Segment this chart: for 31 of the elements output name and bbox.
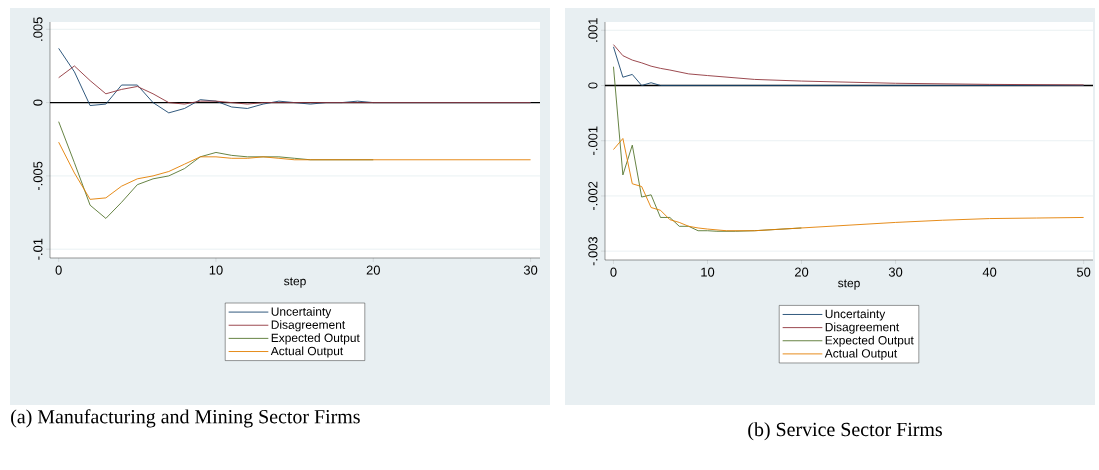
x-tick-label: 20 [794,267,809,277]
y-tick-label: -.005 [33,161,43,191]
legend-label: Actual Output [824,348,898,360]
y-tick-label: -.003 [588,236,598,266]
x-tick-label: 0 [55,265,62,275]
y-tick-label: 0 [588,82,598,89]
x-axis-title: step [284,277,306,288]
y-tick-label: -.01 [33,238,43,260]
x-tick-label: 30 [523,265,538,275]
legend-label: Expected Output [825,335,914,347]
y-tick-label: .005 [33,17,43,41]
x-tick-label: 10 [209,265,223,275]
legend-label: Actual Output [270,346,344,358]
text: (b) Service Sector Firms [748,422,942,441]
y-tick-label: -.001 [588,126,598,155]
x-tick-label: 50 [1076,267,1091,277]
x-tick-label: 0 [610,267,617,277]
legend-label: Disagreement [825,322,900,334]
y-tick-label: -.002 [588,181,598,211]
text: (a) Manufacturing and Mining Sector Firms [11,409,360,428]
x-tick-label: 20 [366,265,380,275]
x-tick-label: 30 [888,267,903,277]
legend-label: Expected Output [271,333,360,345]
legend-label: Disagreement [271,320,346,332]
legend-label: Uncertainty [271,307,332,319]
y-tick-label: 0 [33,99,43,106]
x-tick-label: 40 [982,267,997,277]
y-tick-label: .001 [588,18,598,42]
x-axis-title: step [838,279,860,290]
legend-label: Uncertainty [825,309,886,321]
x-tick-label: 10 [701,267,715,277]
